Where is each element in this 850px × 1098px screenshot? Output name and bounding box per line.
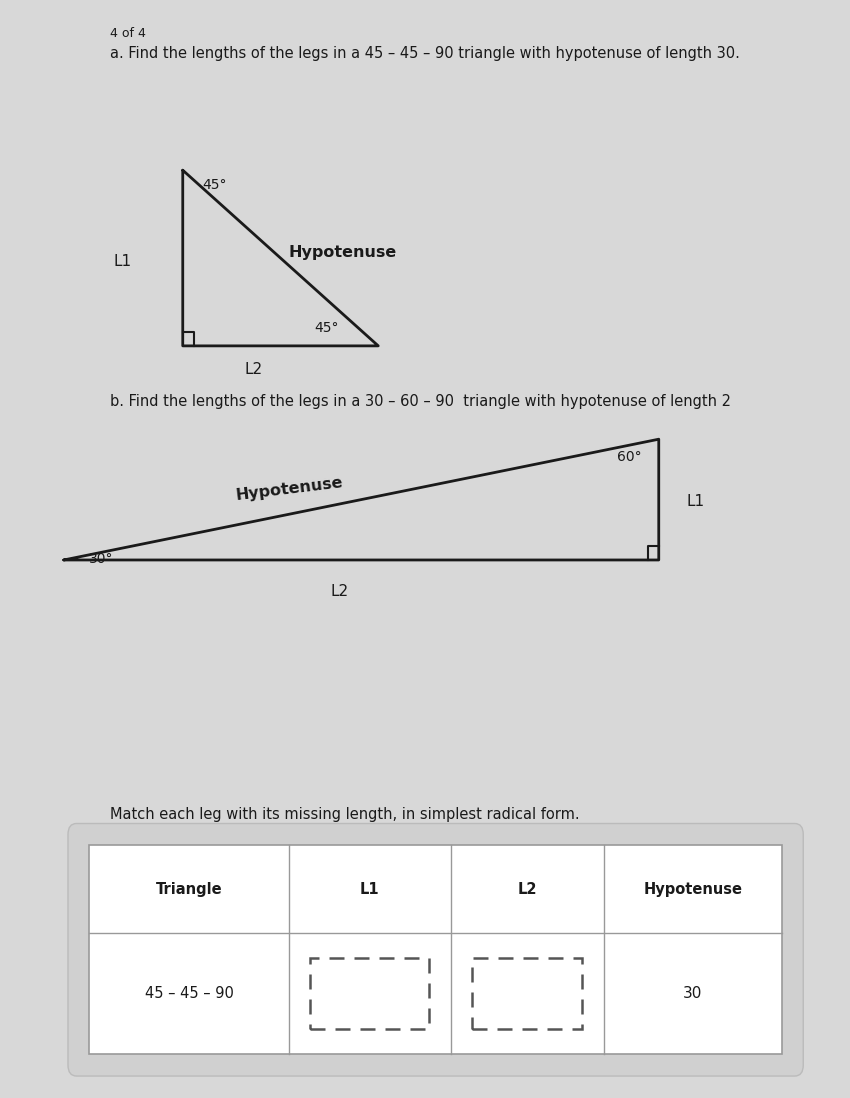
Bar xyxy=(89,845,782,1054)
Text: Hypotenuse: Hypotenuse xyxy=(643,882,742,897)
Text: 45°: 45° xyxy=(202,178,227,192)
Text: Hypotenuse: Hypotenuse xyxy=(289,245,397,260)
Text: L2: L2 xyxy=(244,362,263,378)
Text: 60°: 60° xyxy=(617,450,642,464)
Text: Hypotenuse: Hypotenuse xyxy=(235,474,343,503)
Text: L1: L1 xyxy=(687,494,705,509)
Text: 30°: 30° xyxy=(89,552,114,567)
Bar xyxy=(472,957,582,1030)
Text: L1: L1 xyxy=(114,254,132,269)
Text: 4 of 4: 4 of 4 xyxy=(110,27,146,41)
Text: b. Find the lengths of the legs in a 30 – 60 – 90  triangle with hypotenuse of l: b. Find the lengths of the legs in a 30 … xyxy=(110,394,732,410)
FancyBboxPatch shape xyxy=(68,824,803,1076)
Bar xyxy=(310,957,429,1030)
Text: Match each leg with its missing length, in simplest radical form.: Match each leg with its missing length, … xyxy=(110,807,580,822)
Text: 30: 30 xyxy=(683,986,702,1001)
Text: L1: L1 xyxy=(360,882,380,897)
Text: 45 – 45 – 90: 45 – 45 – 90 xyxy=(144,986,234,1001)
Text: L2: L2 xyxy=(331,584,349,600)
Text: L2: L2 xyxy=(518,882,536,897)
Text: a. Find the lengths of the legs in a 45 – 45 – 90 triangle with hypotenuse of le: a. Find the lengths of the legs in a 45 … xyxy=(110,46,740,61)
Text: Triangle: Triangle xyxy=(156,882,223,897)
Text: 45°: 45° xyxy=(314,321,339,335)
